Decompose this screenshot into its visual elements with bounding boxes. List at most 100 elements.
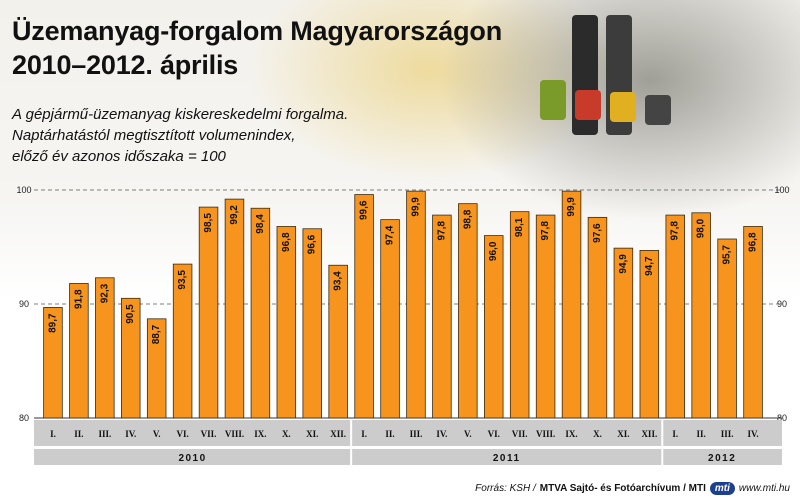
x-tick-label: I.	[672, 429, 678, 439]
x-tick-label: II.	[74, 429, 83, 439]
year-band	[351, 449, 663, 465]
subtitle-line1: A gépjármű-üzemanyag kiskereskedelmi for…	[12, 106, 349, 123]
x-tick-label: VII.	[512, 429, 528, 439]
bar	[380, 219, 400, 419]
year-band	[34, 449, 352, 465]
subtitle-line3: előző év azonos időszaka = 100	[12, 148, 226, 165]
x-tick-label: VI.	[176, 429, 188, 439]
bar-value-label: 99,6	[359, 200, 370, 220]
chart-subtitle: A gépjármű-üzemanyag kiskereskedelmi for…	[12, 104, 348, 167]
bar	[69, 283, 89, 419]
bar-value-label: 98,0	[696, 218, 707, 238]
bar	[172, 263, 193, 419]
bar	[743, 226, 763, 419]
bar	[328, 264, 348, 419]
source-prefix: Forrás: KSH /	[475, 483, 536, 494]
bar	[354, 194, 374, 419]
bar-value-label: 97,8	[540, 221, 551, 241]
x-tick-label: VIII.	[536, 429, 555, 439]
source-footer: Forrás: KSH / MTVA Sajtó- és Fotóarchívu…	[475, 482, 790, 495]
year-label: 2011	[493, 453, 521, 464]
bar	[484, 235, 504, 419]
x-tick-label: II.	[697, 429, 706, 439]
bar	[561, 190, 582, 419]
bar	[198, 206, 219, 419]
bar-value-label: 97,8	[436, 221, 447, 241]
x-tick-label: XII.	[641, 429, 657, 439]
bar-value-label: 98,5	[203, 213, 214, 233]
x-tick-label: X.	[593, 429, 602, 439]
bar	[587, 216, 608, 419]
x-tick-label: V.	[153, 429, 161, 439]
x-tick-label: II.	[385, 429, 394, 439]
x-tick-label: VIII.	[225, 429, 244, 439]
x-tick-label: IV.	[436, 429, 447, 439]
bar-value-label: 98,8	[462, 209, 473, 229]
y-tick-label-left: 90	[19, 299, 29, 309]
year-band	[662, 449, 782, 465]
x-tick-label: IX.	[565, 429, 577, 439]
bar-value-label: 97,6	[592, 223, 603, 243]
x-tick-label: IV.	[747, 429, 758, 439]
bar-value-label: 96,8	[748, 232, 759, 252]
bar-value-label: 96,6	[307, 234, 318, 254]
bar-value-label: 99,2	[229, 205, 240, 225]
bar	[458, 203, 478, 419]
bar-value-label: 94,9	[618, 254, 629, 274]
chart-title-line1: Üzemanyag-forgalom Magyarországon	[12, 16, 502, 46]
bar	[509, 211, 530, 419]
bar-value-label: 99,9	[410, 197, 421, 217]
x-tick-label: III.	[98, 429, 111, 439]
x-tick-label: III.	[721, 429, 734, 439]
bar-value-label: 89,7	[47, 313, 58, 333]
bar-value-label: 96,0	[488, 241, 499, 261]
bar	[95, 277, 115, 419]
category-band	[34, 420, 782, 446]
x-tick-label: III.	[410, 429, 423, 439]
bar	[302, 228, 322, 419]
bar	[406, 190, 426, 419]
y-tick-label-right: 90	[777, 299, 787, 309]
y-tick-label-left: 100	[16, 185, 31, 195]
bar	[613, 247, 634, 419]
subtitle-line2: Naptárhatástól megtisztított volumeninde…	[12, 127, 296, 144]
bar-value-label: 88,7	[151, 324, 162, 344]
chart-title-line2: 2010–2012. április	[12, 50, 239, 80]
x-tick-label: VI.	[488, 429, 500, 439]
bar	[43, 307, 63, 419]
bar	[146, 318, 167, 419]
pump-nozzle-image	[540, 80, 566, 120]
bar-value-label: 93,4	[333, 271, 344, 291]
source-url: www.mti.hu	[738, 483, 790, 494]
bar	[121, 297, 141, 419]
y-tick-label-right: 100	[774, 185, 789, 195]
pump-nozzle-image	[610, 92, 636, 122]
chart-header: Üzemanyag-forgalom Magyarországon 2010–2…	[12, 14, 502, 82]
bar	[224, 198, 245, 419]
bar	[276, 226, 297, 419]
bar-value-label: 97,8	[670, 221, 681, 241]
x-tick-label: I.	[361, 429, 367, 439]
mti-logo-icon: mti	[709, 482, 735, 495]
bar-value-label: 95,7	[722, 245, 733, 265]
bar	[639, 250, 660, 419]
pump-nozzle-image	[575, 90, 601, 120]
bar-value-label: 91,8	[73, 289, 84, 309]
bar-value-label: 98,1	[514, 217, 525, 237]
x-tick-label: XI.	[617, 429, 629, 439]
year-label: 2010	[178, 453, 206, 464]
bar-value-label: 98,4	[255, 214, 266, 234]
bar-value-label: 94,7	[644, 256, 655, 276]
x-tick-label: IV.	[125, 429, 136, 439]
year-label: 2012	[708, 453, 736, 464]
source-archive: MTVA Sajtó- és Fotóarchívum / MTI	[539, 483, 706, 494]
bar-value-label: 99,9	[566, 197, 577, 217]
bar	[665, 214, 685, 419]
bar-value-label: 96,8	[281, 232, 292, 252]
bar-value-label: 90,5	[125, 304, 136, 324]
bar	[691, 212, 711, 419]
x-tick-label: XI.	[306, 429, 318, 439]
x-tick-label: I.	[50, 429, 56, 439]
bar	[250, 207, 271, 419]
